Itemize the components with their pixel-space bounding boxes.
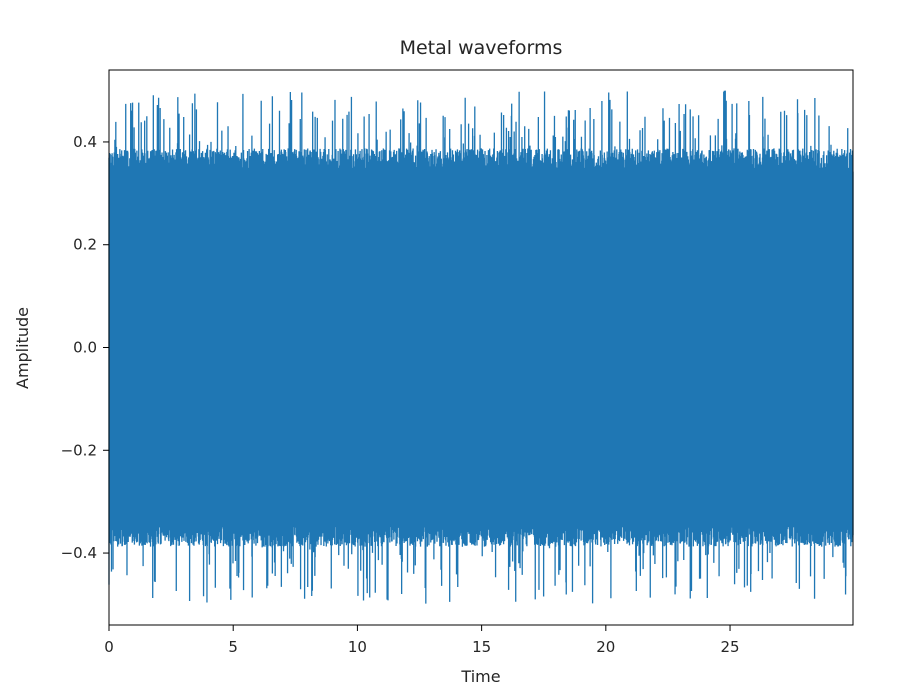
waveform-series — [108, 90, 854, 604]
y-tick-label: −0.4 — [61, 544, 97, 562]
y-tick-label: 0.2 — [73, 236, 97, 254]
x-tick-label: 5 — [228, 638, 238, 656]
x-tick-label: 15 — [472, 638, 491, 656]
waveform-line — [108, 90, 854, 604]
chart-title: Metal waveforms — [400, 37, 563, 59]
x-axis-label: Time — [460, 667, 500, 686]
y-tick-label: 0.0 — [73, 339, 97, 357]
x-axis: 0 5 10 15 20 25 — [104, 625, 740, 656]
x-tick-label: 10 — [348, 638, 367, 656]
y-tick-label: −0.2 — [61, 441, 97, 459]
y-axis: 0.4 0.2 0.0 −0.2 −0.4 — [61, 133, 109, 562]
y-axis-label: Amplitude — [13, 307, 32, 389]
y-tick-label: 0.4 — [73, 133, 97, 151]
x-tick-label: 0 — [104, 638, 114, 656]
x-tick-label: 25 — [720, 638, 739, 656]
x-tick-label: 20 — [596, 638, 615, 656]
